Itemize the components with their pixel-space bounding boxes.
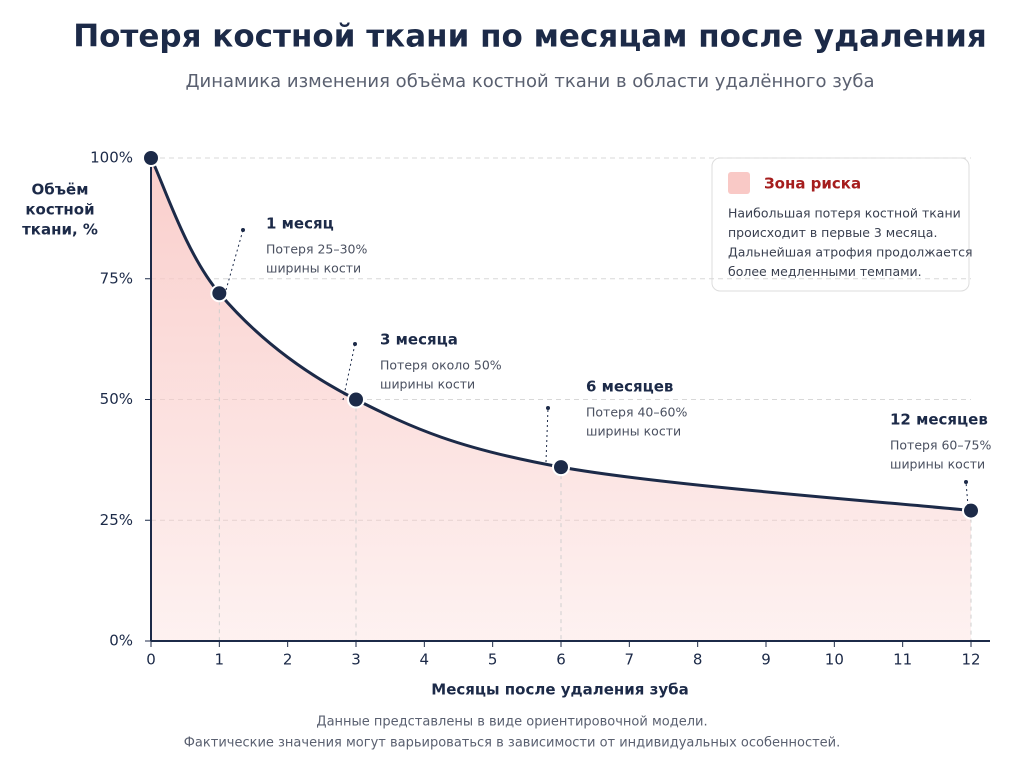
x-tick-label: 8 <box>693 651 703 669</box>
legend-text: Наибольшая потеря костной ткани <box>728 206 961 221</box>
annotation-title: 3 месяца <box>380 331 458 349</box>
x-tick-label: 9 <box>761 651 771 669</box>
point <box>210 284 229 303</box>
x-tick-label: 1 <box>215 651 225 669</box>
annotation-title: 6 месяцев <box>586 378 673 396</box>
y-tick-label: 75% <box>100 269 133 287</box>
x-tick-label: 7 <box>625 651 635 669</box>
annotation-text: ширины кости <box>890 457 985 472</box>
x-tick-label: 10 <box>825 651 844 669</box>
annotation-text: Потеря около 50% <box>380 358 502 373</box>
annotation-text: Потеря 60–75% <box>890 438 992 453</box>
connector-dot <box>241 228 245 232</box>
x-tick-label: 5 <box>488 651 498 669</box>
legend-text: более медленными темпами. <box>728 264 922 279</box>
annotation-title: 12 месяцев <box>890 411 988 429</box>
legend-box <box>711 157 970 292</box>
x-tick-label: 11 <box>893 651 912 669</box>
point <box>552 458 570 477</box>
y-tick-label: 50% <box>100 390 133 408</box>
annotation-text: ширины кости <box>586 424 681 439</box>
y-tick-label: 100% <box>90 149 133 167</box>
y-axis-label: костной <box>25 201 94 219</box>
legend-text: Дальнейшая атрофия продолжается <box>728 245 973 260</box>
legend-title: Зона риска <box>764 175 861 193</box>
x-tick-label: 2 <box>283 651 293 669</box>
annotation-title: 1 месяц <box>266 215 334 233</box>
point <box>142 149 160 167</box>
legend-text: происходит в первые 3 месяца. <box>728 225 937 240</box>
connector <box>225 229 244 291</box>
annotation-text: ширины кости <box>266 261 361 276</box>
chart-title: Потеря костной ткани по месяцам после уд… <box>73 19 987 55</box>
x-tick-label: 3 <box>351 651 361 669</box>
x-tick-label: 12 <box>961 651 980 669</box>
y-axis-label: Объём <box>32 181 89 199</box>
annotation-text: Потеря 25–30% <box>266 242 368 257</box>
y-tick-label: 0% <box>109 632 133 650</box>
connector <box>545 407 549 463</box>
y-axis-label: ткани, % <box>22 221 98 239</box>
annotation-text: ширины кости <box>380 377 475 392</box>
point <box>347 390 365 409</box>
x-tick-label: 4 <box>420 651 430 669</box>
connector <box>965 481 969 507</box>
connector-dot <box>546 406 550 410</box>
subtitle: Динамика изменения объёма костной ткани … <box>185 71 874 92</box>
legend-swatch <box>728 172 750 194</box>
y-tick-label: 25% <box>100 511 133 529</box>
annotation-text: Потеря 40–60% <box>586 405 688 420</box>
x-tick-label: 0 <box>146 651 156 669</box>
connector-dot <box>353 342 357 346</box>
footnote: Данные представлены в виде ориентировочн… <box>316 715 707 730</box>
x-axis-label: Месяцы после удаления зуба <box>431 681 688 699</box>
line <box>149 157 972 513</box>
footnote: Фактические значения могут варьироваться… <box>184 736 841 751</box>
x-tick-label: 6 <box>556 651 566 669</box>
connector-dot <box>964 480 968 484</box>
point <box>962 501 980 520</box>
